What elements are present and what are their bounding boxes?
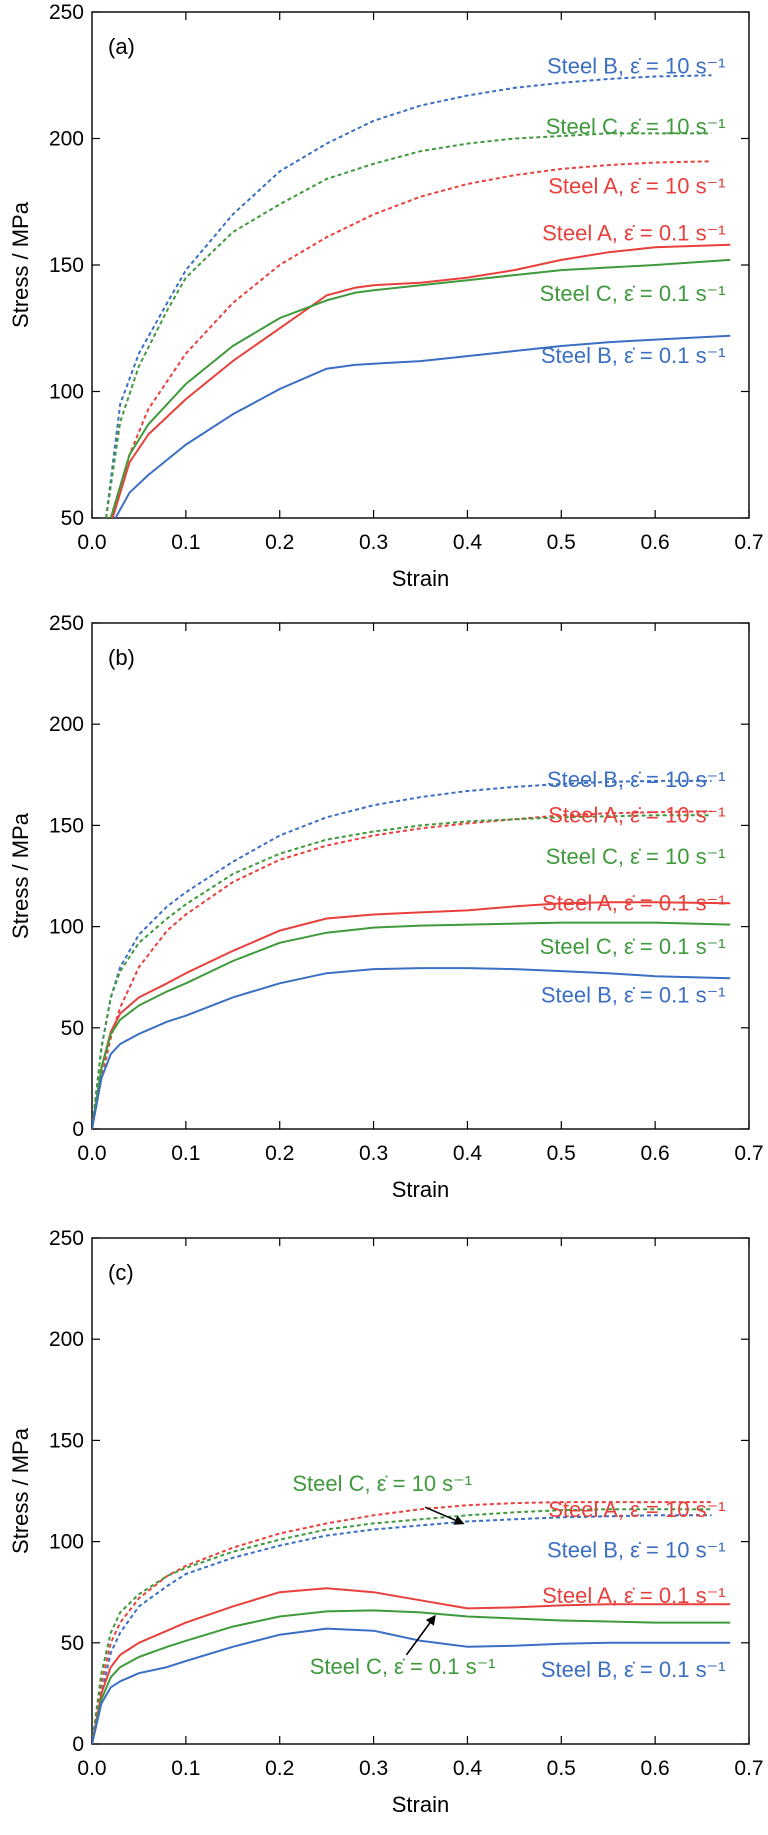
series-line [92, 921, 731, 1129]
y-tick-label: 150 [49, 1429, 84, 1452]
panel-label: (b) [108, 645, 135, 670]
x-tick-label: 0.2 [265, 1142, 294, 1165]
x-axis-label: Strain [392, 566, 449, 591]
x-tick-label: 0.4 [453, 1757, 483, 1780]
curve-label: Steel C, ε̇ = 0.1 s⁻¹ [540, 934, 726, 959]
x-tick-label: 0.5 [547, 1757, 576, 1780]
plot-frame [91, 1237, 750, 1745]
x-tick-label: 0.0 [77, 531, 106, 554]
annotation-arrow [424, 1506, 465, 1525]
curve-label: Steel B, ε̇ = 10 s⁻¹ [547, 1538, 726, 1563]
series-line [105, 74, 712, 518]
x-tick-label: 0.4 [453, 531, 483, 554]
y-axis-label: Stress / MPa [8, 201, 33, 328]
curve-label: Steel A, ε̇ = 0.1 s⁻¹ [542, 1583, 725, 1608]
plot-frame [91, 622, 750, 1130]
x-tick-label: 0.7 [734, 531, 763, 554]
x-tick-label: 0.5 [547, 1142, 576, 1165]
series-group [92, 1501, 731, 1744]
panel-c: 0.0 0.1 0.2 0.3 0.4 0.5 0.6 0.7 0 50 100 150 200 250 S… [0, 1226, 768, 1835]
x-tick-label: 0.2 [265, 531, 294, 554]
series-line [92, 1609, 731, 1744]
y-tick-label: 0 [72, 1118, 84, 1141]
panel-label: (a) [108, 34, 135, 59]
series-line [92, 1508, 712, 1744]
curve-label: Steel A, ε̇ = 10 s⁻¹ [548, 1497, 725, 1522]
x-tick-label: 0.1 [171, 1757, 200, 1780]
y-tick-label: 150 [49, 254, 84, 277]
series-line [114, 334, 731, 518]
x-tick-label: 0.7 [734, 1142, 763, 1165]
x-tick-label: 0.7 [734, 1757, 763, 1780]
x-tick-label: 0.3 [359, 531, 388, 554]
series-line [92, 967, 731, 1129]
x-tick-label: 0.0 [77, 1757, 106, 1780]
x-tick-label: 0.0 [77, 1142, 106, 1165]
series-line [92, 1627, 731, 1744]
curve-label: Steel C, ε̇ = 10 s⁻¹ [546, 844, 726, 869]
x-tick-label: 0.2 [265, 1757, 294, 1780]
curve-label: Steel B, ε̇ = 0.1 s⁻¹ [541, 1657, 726, 1682]
y-tick-label: 50 [61, 1017, 84, 1040]
curve-label: Steel B, ε̇ = 10 s⁻¹ [547, 53, 726, 78]
y-tick-label: 250 [49, 1, 84, 24]
curve-label: Steel A, ε̇ = 0.1 s⁻¹ [542, 890, 725, 915]
stress-strain-chart-b: 0.0 0.1 0.2 0.3 0.4 0.5 0.6 0.7 0 50 100 150 200 250 S… [8, 612, 764, 1202]
curve-label: Steel C, ε̇ = 0.1 s⁻¹ [310, 1654, 496, 1679]
x-axis-label: Strain [392, 1177, 449, 1202]
x-tick-label: 0.4 [453, 1142, 483, 1165]
y-tick-label: 0 [72, 1733, 84, 1756]
curve-label: Steel A, ε̇ = 0.1 s⁻¹ [542, 220, 725, 245]
series-line [92, 1587, 731, 1744]
y-tick-label: 100 [49, 1531, 84, 1554]
curve-label: Steel B, ε̇ = 0.1 s⁻¹ [541, 343, 726, 368]
series-group [105, 74, 731, 518]
y-axis-label: Stress / MPa [8, 1427, 33, 1554]
x-tick-label: 0.3 [359, 1757, 388, 1780]
x-tick-label: 0.1 [171, 531, 200, 554]
y-tick-label: 250 [49, 612, 84, 635]
panel-b: 0.0 0.1 0.2 0.3 0.4 0.5 0.6 0.7 0 50 100 150 200 250 S… [0, 611, 768, 1216]
y-tick-label: 150 [49, 814, 84, 837]
curve-label: Steel A, ε̇ = 10 s⁻¹ [548, 174, 725, 199]
stress-strain-chart-c: 0.0 0.1 0.2 0.3 0.4 0.5 0.6 0.7 0 50 100 150 200 250 S… [8, 1227, 764, 1817]
y-axis-label: Stress / MPa [8, 812, 33, 939]
y-tick-label: 200 [49, 128, 84, 151]
series-line [92, 901, 731, 1129]
series-line [111, 243, 731, 518]
series-line [92, 1501, 712, 1744]
curve-label: Steel B, ε̇ = 0.1 s⁻¹ [541, 982, 726, 1007]
series-line [109, 258, 731, 518]
series-line [92, 779, 712, 1129]
x-tick-label: 0.3 [359, 1142, 388, 1165]
y-tick-label: 50 [61, 1632, 84, 1655]
x-tick-label: 0.1 [171, 1142, 200, 1165]
y-tick-label: 100 [49, 916, 84, 939]
y-tick-label: 200 [49, 1328, 84, 1351]
curve-label: Steel A, ε̇ = 10 s⁻¹ [548, 802, 725, 827]
series-line [92, 810, 712, 1129]
x-tick-label: 0.6 [641, 531, 670, 554]
y-tick-label: 250 [49, 1227, 84, 1250]
curve-label: Steel B, ε̇ = 10 s⁻¹ [547, 767, 726, 792]
y-tick-label: 100 [49, 381, 84, 404]
y-tick-label: 50 [61, 507, 84, 530]
x-axis-label: Strain [392, 1792, 449, 1817]
x-tick-label: 0.6 [641, 1142, 670, 1165]
curve-label: Steel C, ε̇ = 10 s⁻¹ [292, 1471, 472, 1496]
stress-strain-chart-a: 0.0 0.1 0.2 0.3 0.4 0.5 0.6 0.7 50 100 150 200 250 St… [8, 1, 764, 591]
series-group [92, 779, 731, 1129]
panel-a: 0.0 0.1 0.2 0.3 0.4 0.5 0.6 0.7 50 100 150 200 250 St… [0, 0, 768, 605]
series-line [92, 814, 712, 1129]
curve-label: Steel C, ε̇ = 10 s⁻¹ [546, 114, 726, 139]
annotation-arrow [405, 1614, 436, 1656]
series-line [109, 160, 712, 518]
curve-label: Steel C, ε̇ = 0.1 s⁻¹ [540, 281, 726, 306]
x-tick-label: 0.6 [641, 1757, 670, 1780]
x-tick-label: 0.5 [547, 531, 576, 554]
y-tick-label: 200 [49, 713, 84, 736]
panel-label: (c) [108, 1260, 134, 1285]
